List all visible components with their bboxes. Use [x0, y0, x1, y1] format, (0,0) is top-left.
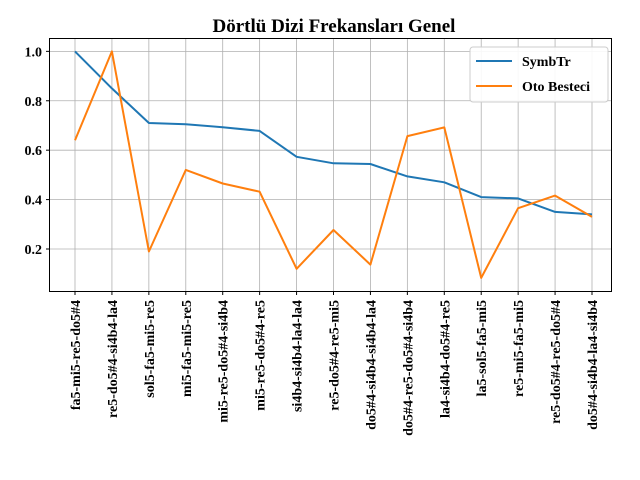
y-tick-label: 0.6 [25, 144, 43, 159]
series-lines [74, 50, 593, 279]
series-line-symbtr [74, 50, 593, 216]
x-tick-label: mi5-re5-do5#4-si4b4 [217, 300, 232, 423]
x-tick-label: re5-mi5-fa5-mi5 [512, 300, 527, 397]
y-tick-label: 0.8 [25, 95, 43, 110]
x-tick-label: re5-do5#4-si4b4-la4 [106, 300, 121, 418]
x-tick-label: do5#4-re5-do5#4-si4b4 [401, 300, 416, 436]
legend-label-symbtr: SymbTr [522, 55, 571, 70]
x-axis: fa5-mi5-re5-do5#4 re5-do5#4-si4b4-la4 sol5… [69, 291, 601, 436]
y-tick-label: 1.0 [25, 45, 43, 60]
x-tick-label: do5#4-si4b4-la4-si4b4 [586, 300, 601, 430]
x-tick-label: mi5-re5-do5#4-re5 [254, 300, 269, 411]
x-tick-label: la4-si4b4-do5#4-re5 [438, 300, 453, 418]
x-tick-label: fa5-mi5-re5-do5#4 [69, 300, 84, 410]
plot-frame [49, 38, 612, 292]
x-tick-label: re5-do5#4-re5-mi5 [328, 300, 343, 411]
x-tick-label: do5#4-si4b4-si4b4-la4 [364, 300, 379, 430]
y-tick-label: 0.2 [25, 243, 43, 258]
x-tick-label: si4b4-si4b4-la4-la4 [291, 300, 306, 412]
legend-label-oto-besteci: Oto Besteci [522, 80, 590, 95]
y-axis: 0.2 0.4 0.6 0.8 1.0 [25, 45, 50, 258]
legend: SymbTr Oto Besteci [469, 46, 609, 103]
x-tick-label: la5-sol5-fa5-mi5 [475, 300, 490, 396]
series-line-oto-besteci [74, 50, 593, 279]
x-tick-label: mi5-fa5-mi5-re5 [180, 300, 195, 397]
chart-title: Dörtlü Dizi Frekansları Genel [213, 16, 456, 37]
x-tick-label: re5-do5#4-re5-do5#4 [549, 300, 564, 424]
x-tick-label: sol5-fa5-mi5-re5 [143, 300, 158, 398]
y-tick-label: 0.4 [25, 194, 43, 209]
